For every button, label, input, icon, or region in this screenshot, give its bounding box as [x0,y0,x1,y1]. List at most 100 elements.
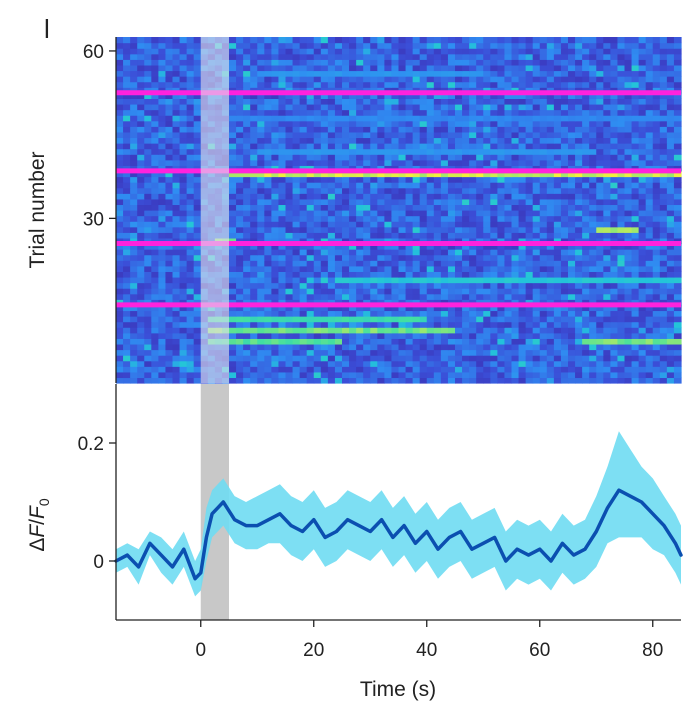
heatmap-cell [172,360,181,367]
heatmap-cell [504,59,513,66]
heatmap-cell [582,377,590,384]
heatmap-cell [271,198,280,206]
heatmap-cell [638,276,647,284]
heatmap-cell [525,193,534,200]
heatmap-cell [229,187,237,194]
heatmap-cell [405,243,414,250]
heatmap-cell [504,182,513,189]
heatmap-cell [264,249,272,256]
heatmap-cell [419,304,428,312]
heatmap-cell [299,59,308,66]
heatmap-cell [419,310,428,317]
heatmap-cell [172,48,181,55]
heatmap-cell [137,193,145,200]
heatmap-cell [243,343,251,351]
heatmap-cell [673,109,682,116]
heatmap-cell [426,338,435,345]
heatmap-cell [292,215,301,222]
heatmap-row [116,98,682,105]
heatmap-cell [483,254,491,261]
heatmap-cell [186,70,195,77]
heatmap-cell [370,232,378,239]
heatmap-cell [603,98,611,105]
heatmap-cell [327,103,336,111]
heatmap-cell [490,159,498,166]
heatmap-cell [193,221,202,228]
heatmap-cell [299,215,308,222]
heatmap-cell [568,92,576,99]
heatmap-cell [130,254,138,261]
heatmap-cell [342,371,350,379]
heatmap-cell [617,92,626,99]
heatmap-cell [186,210,195,217]
heatmap-cell [271,260,280,267]
heatmap-cell [426,120,435,127]
heatmap-cell [116,187,124,194]
heatmap-cell [363,187,371,194]
heatmap-cell [539,293,548,300]
heatmap-cell [659,182,668,189]
heatmap-cell [278,377,287,384]
heatmap-cell [447,360,456,367]
heatmap-cell [236,48,244,55]
heatmap-cell [575,53,583,60]
heatmap-cell [659,120,668,127]
heatmap-cell [363,59,371,66]
heatmap-cell [603,338,611,345]
heatmap-cell [137,53,145,60]
heatmap-cell [130,349,138,356]
heatmap-cell [511,338,520,345]
heatmap-cell [631,249,640,256]
heatmap-cell [186,170,195,178]
heatmap-cell [144,271,152,278]
heatmap-cell [151,293,159,300]
heatmap-cell [666,193,675,200]
heatmap-cell [433,64,442,72]
heatmap-cell [638,304,647,312]
heatmap-cell [144,92,152,99]
heatmap-cell [603,70,611,77]
heatmap-cell [137,360,145,367]
heatmap-cell [525,265,534,272]
heatmap-cell [546,182,555,189]
heatmap-cell [137,265,145,272]
heatmap-cell [229,293,237,300]
heatmap-cell [165,154,174,161]
heatmap-cell [356,115,364,122]
heatmap-cell [490,377,498,384]
heatmap-cell [349,137,357,144]
heatmap-cell [236,310,244,317]
heatmap-cell [631,265,640,272]
heatmap-cell [193,343,202,351]
heatmap-cell [546,288,555,295]
heatmap-cell [603,271,611,278]
heatmap-cell [186,64,195,72]
heatmap-cell [553,143,562,150]
heatmap-cell [610,355,619,362]
heatmap-cell [666,282,675,289]
heatmap-cell [589,170,597,178]
heatmap-cell [313,349,322,356]
heatmap-cell [285,226,294,233]
heatmap-cell [151,310,159,317]
heatmap-cell [525,371,534,379]
heatmap-cell [398,115,407,122]
heatmap-cell [229,282,237,289]
heatmap-cell [553,254,562,261]
heatmap-cell [483,115,491,122]
heatmap-cell [412,92,421,99]
heatmap-cell [666,243,675,250]
heatmap-cell [363,321,371,328]
heatmap-cell [391,81,400,88]
heatmap-cell [518,154,527,161]
heatmap-cell [525,76,534,83]
heatmap-cell [130,103,138,111]
heatmap-cell [568,131,576,139]
heatmap-cell [144,182,152,189]
heatmap-cell [426,115,435,122]
heatmap-cell [546,148,555,155]
heatmap-cell [462,64,470,72]
heatmap-cell [278,120,287,127]
heatmap-cell [257,360,265,367]
heatmap-cell [426,276,435,284]
